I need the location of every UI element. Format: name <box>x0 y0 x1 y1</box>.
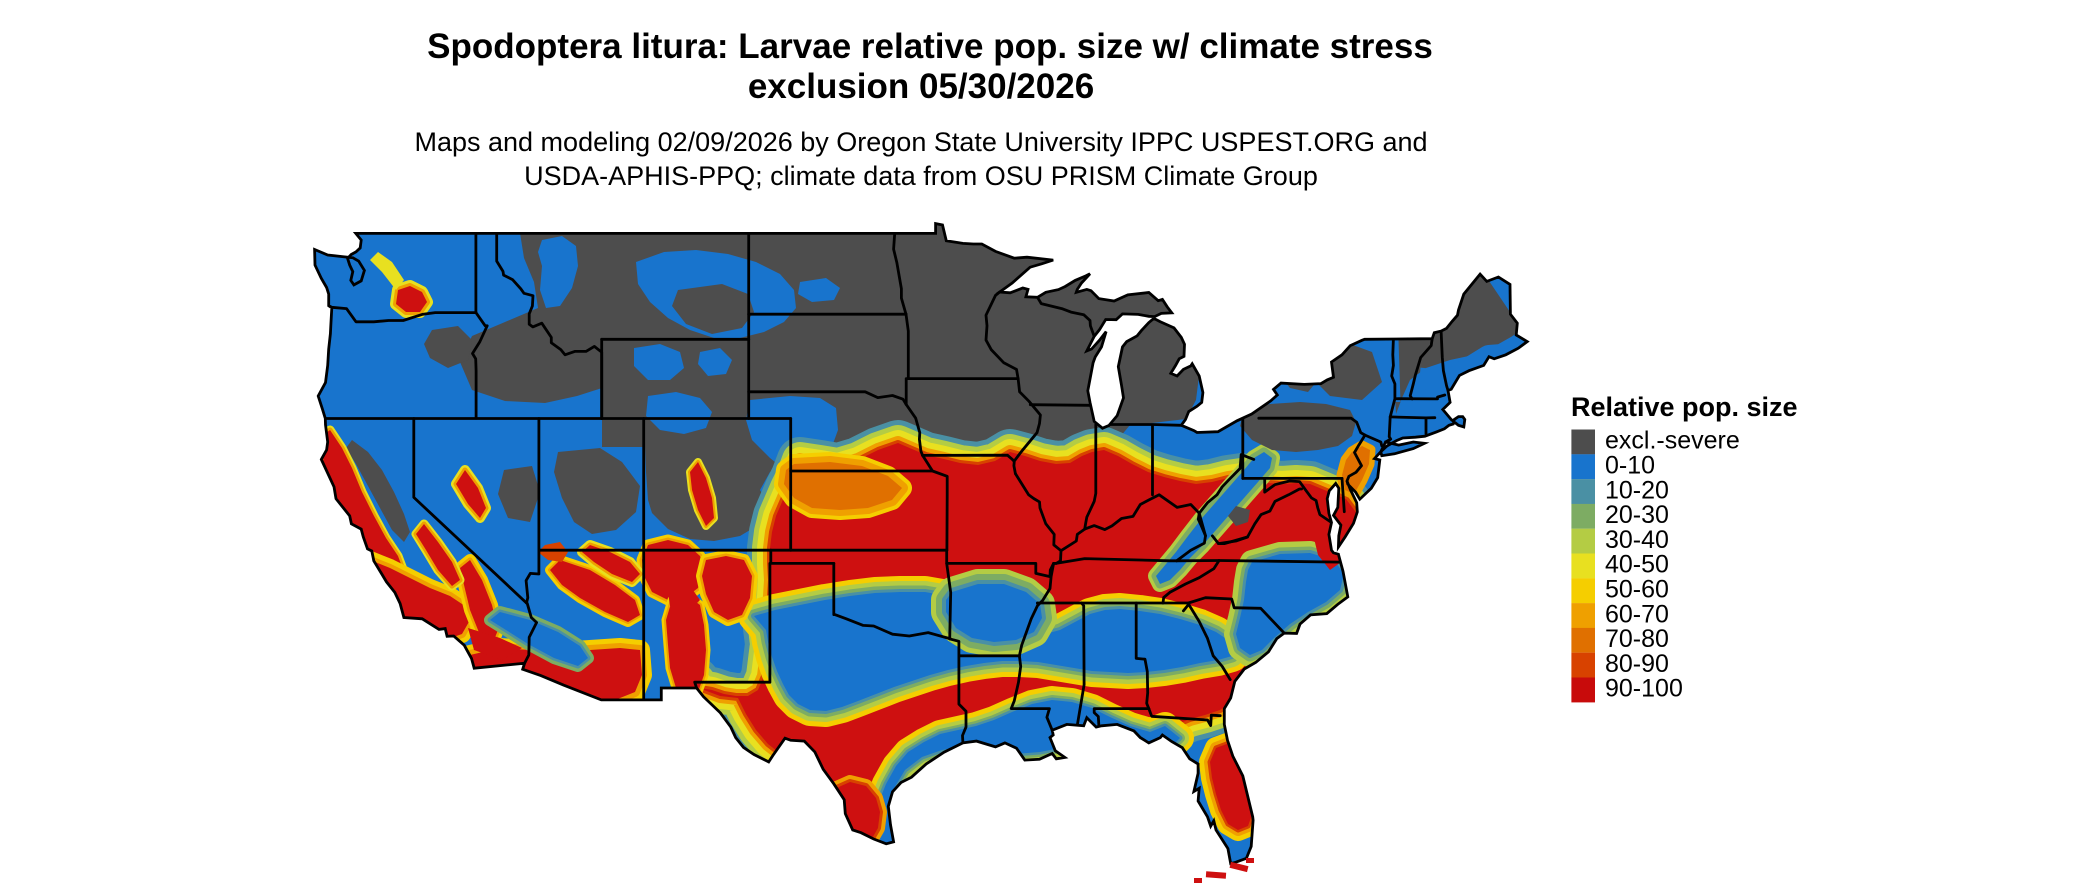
svg-text:USDA-APHIS-PPQ; climate data f: USDA-APHIS-PPQ; climate data from OSU PR… <box>524 161 1318 191</box>
svg-text:30-40: 30-40 <box>1605 526 1669 554</box>
svg-text:40-50: 40-50 <box>1605 551 1669 579</box>
svg-text:20-30: 20-30 <box>1605 501 1669 529</box>
svg-text:excl.-severe: excl.-severe <box>1605 427 1740 455</box>
svg-text:90-100: 90-100 <box>1605 675 1683 703</box>
svg-text:Spodoptera litura: Larvae rela: Spodoptera litura: Larvae relative pop. … <box>427 27 1433 66</box>
svg-text:60-70: 60-70 <box>1605 600 1669 628</box>
svg-text:0-10: 0-10 <box>1605 452 1655 480</box>
svg-text:10-20: 10-20 <box>1605 476 1669 504</box>
svg-text:70-80: 70-80 <box>1605 625 1669 653</box>
svg-text:exclusion 05/30/2026: exclusion 05/30/2026 <box>748 67 1094 106</box>
svg-text:Maps and modeling 02/09/2026 b: Maps and modeling 02/09/2026 by Oregon S… <box>414 127 1427 157</box>
svg-text:50-60: 50-60 <box>1605 576 1669 604</box>
svg-text:Relative pop. size: Relative pop. size <box>1571 392 1798 422</box>
svg-text:80-90: 80-90 <box>1605 650 1669 678</box>
